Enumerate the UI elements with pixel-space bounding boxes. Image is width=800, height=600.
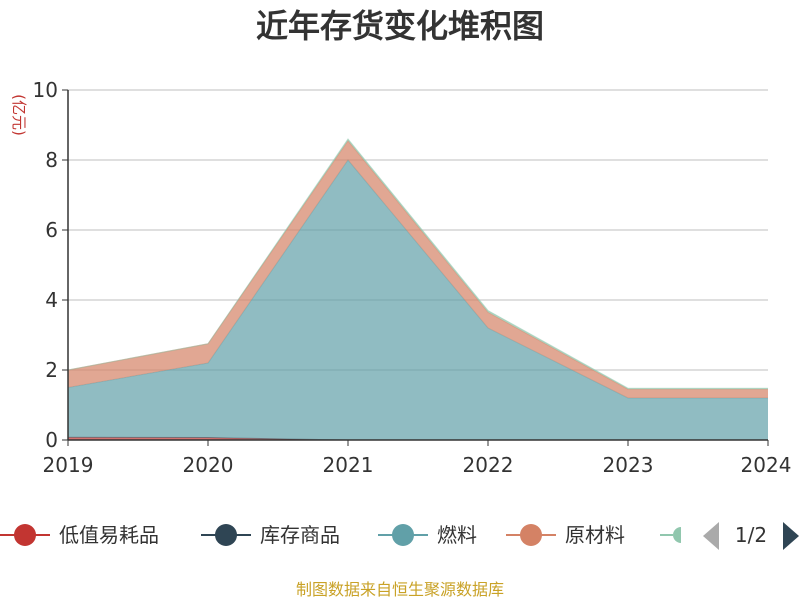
legend-page-indicator: 1/2 (735, 523, 767, 547)
x-tick-labels: 2019 2020 2021 2022 2023 2024 (43, 440, 792, 477)
axes (67, 90, 768, 441)
x-tick-label: 2019 (43, 453, 94, 477)
legend-marker-icon (14, 524, 36, 546)
legend-marker-icon (520, 524, 542, 546)
y-tick-label: 8 (45, 148, 58, 172)
area-series (67, 138, 768, 441)
legend-marker-icon (673, 527, 681, 543)
legend-item[interactable]: 原材料 (506, 523, 625, 547)
legend-label: 原材料 (565, 523, 625, 547)
legend-prev-page-icon[interactable] (703, 522, 719, 550)
legend: 低值易耗品 库存商品 燃料 原材料 (0, 523, 681, 547)
chart-title: 近年存货变化堆积图 (256, 7, 544, 45)
y-tick-label: 4 (45, 288, 58, 312)
legend-item[interactable]: 库存商品 (201, 523, 340, 547)
legend-marker-icon (215, 524, 237, 546)
y-axis-unit: (亿元) (10, 94, 28, 136)
x-tick-label: 2024 (741, 453, 792, 477)
y-tick-labels: 0 2 4 6 8 10 (33, 78, 68, 452)
x-tick-label: 2023 (603, 453, 654, 477)
x-tick-label: 2022 (463, 453, 514, 477)
legend-item[interactable]: 低值易耗品 (0, 523, 159, 547)
legend-label: 燃料 (437, 523, 477, 547)
legend-marker-icon (392, 524, 414, 546)
x-tick-label: 2021 (323, 453, 374, 477)
legend-pager: 1/2 (703, 522, 799, 550)
y-tick-label: 10 (33, 78, 58, 102)
y-tick-label: 2 (45, 358, 58, 382)
legend-next-page-icon[interactable] (783, 522, 799, 550)
legend-label: 低值易耗品 (59, 523, 159, 547)
area-series-3 (68, 140, 768, 398)
legend-item[interactable]: 燃料 (378, 523, 477, 547)
y-tick-label: 0 (45, 428, 58, 452)
series-line-4 (67, 138, 768, 389)
y-tick-label: 6 (45, 218, 58, 242)
data-source-note: 制图数据来自恒生聚源数据库 (296, 580, 504, 599)
x-tick-label: 2020 (183, 453, 234, 477)
area-series-2 (68, 160, 768, 440)
legend-item[interactable] (660, 527, 681, 543)
legend-label: 库存商品 (260, 523, 340, 547)
